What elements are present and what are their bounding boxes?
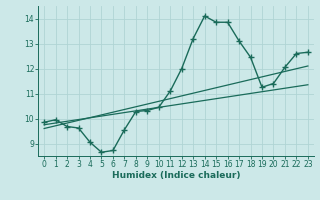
X-axis label: Humidex (Indice chaleur): Humidex (Indice chaleur) [112, 171, 240, 180]
